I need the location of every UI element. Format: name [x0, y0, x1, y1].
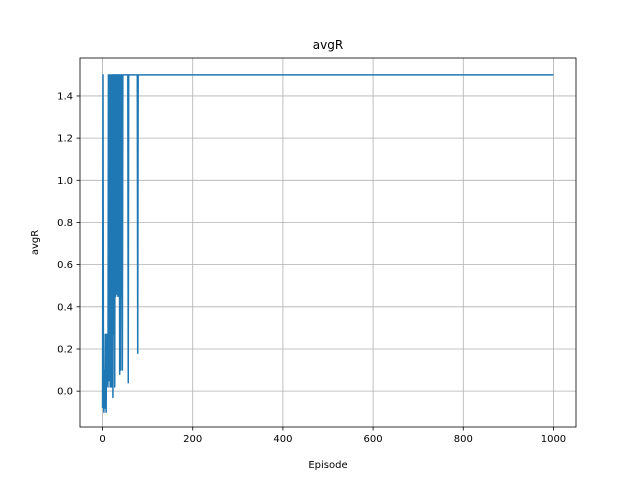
- chart-title: avgR: [313, 38, 343, 52]
- y-tick-label: 1.2: [57, 134, 73, 145]
- series-line-0: [101, 74, 554, 413]
- x-tick-label: 200: [183, 434, 202, 445]
- y-tick-label: 0.6: [57, 260, 73, 271]
- y-axis-label: avgR: [30, 230, 41, 255]
- x-tick-label: 800: [454, 434, 473, 445]
- y-tick-label: 0.8: [57, 218, 73, 229]
- x-tick-label: 400: [273, 434, 292, 445]
- x-axis-label: Episode: [308, 460, 347, 471]
- x-tick-label: 1000: [541, 434, 566, 445]
- y-tick-label: 1.0: [57, 176, 73, 187]
- y-tick-label: 0.0: [57, 387, 73, 398]
- y-tick-label: 0.2: [57, 344, 73, 355]
- ticks-layer: 0 200 400 600 800 1000 0.0 0.2 0.4 0.6 0.8 1.0 1.2 1.…: [57, 91, 566, 445]
- series-layer: [101, 74, 554, 413]
- plot-frame: [79, 57, 577, 428]
- x-tick-label: 0: [99, 434, 105, 445]
- y-tick-label: 1.4: [57, 91, 73, 102]
- grid-layer: [80, 58, 576, 427]
- y-tick-label: 0.4: [57, 302, 73, 313]
- x-tick-label: 600: [364, 434, 383, 445]
